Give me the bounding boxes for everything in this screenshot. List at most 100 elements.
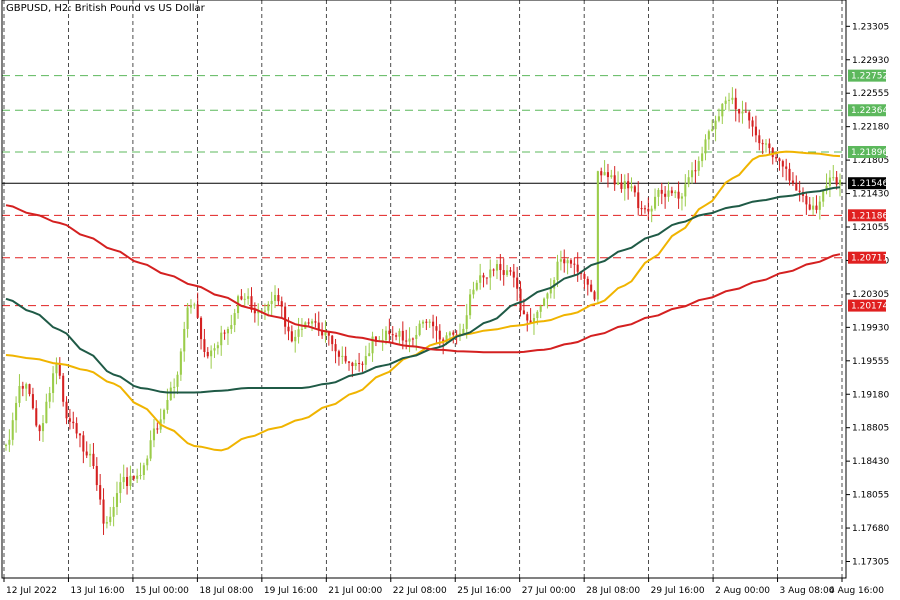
- moving-averages: [5, 150, 841, 452]
- candle-body: [781, 161, 784, 167]
- candle-body: [122, 476, 125, 483]
- candle-body: [381, 339, 384, 341]
- candle-body: [775, 157, 778, 159]
- current-price-label: 1.21546: [851, 179, 888, 189]
- candle-body: [502, 270, 505, 275]
- candle-body: [99, 485, 102, 500]
- candle-body: [421, 321, 425, 324]
- candle-body: [543, 298, 546, 307]
- chart-frame: [1, 0, 847, 579]
- candle-body: [694, 170, 697, 172]
- candle-body: [102, 499, 105, 524]
- candle-body: [247, 296, 250, 299]
- candle-body: [183, 328, 186, 352]
- candle-body: [368, 353, 371, 357]
- candle-body: [284, 306, 287, 327]
- candle-body: [331, 335, 334, 345]
- current-price-tag: [848, 177, 886, 190]
- y-tick-label: 1.18055: [852, 491, 889, 501]
- candle-body: [812, 205, 815, 210]
- candle-body: [559, 259, 562, 262]
- candle-body: [576, 264, 579, 272]
- candle-body: [832, 177, 835, 179]
- candle-body: [146, 458, 149, 466]
- candle-body: [778, 158, 781, 162]
- candle-body: [48, 392, 51, 402]
- candle-body: [633, 186, 636, 193]
- candle-body: [573, 263, 576, 265]
- y-tick-label: 1.20305: [852, 290, 889, 300]
- y-tick-label: 1.23305: [852, 22, 889, 32]
- candle-body: [795, 183, 798, 191]
- candle-body: [109, 516, 112, 523]
- candle-body: [657, 189, 660, 197]
- candle-body: [670, 190, 673, 194]
- level-tag-label: 1.22364: [851, 106, 888, 116]
- candle-body: [226, 329, 229, 334]
- level-tag: [848, 299, 886, 312]
- candle-body: [82, 435, 85, 452]
- candle-body: [586, 278, 589, 285]
- candle-body: [4, 444, 8, 446]
- candle-body: [596, 171, 599, 300]
- candle-body: [152, 428, 156, 441]
- candle-body: [179, 351, 182, 375]
- candle-body: [347, 361, 351, 363]
- candle-body: [808, 204, 811, 210]
- candle-body: [620, 182, 623, 189]
- candle-body: [684, 184, 687, 197]
- candle-body: [435, 326, 438, 331]
- candle-body: [341, 355, 344, 357]
- candle-body: [637, 192, 640, 209]
- candle-body: [428, 321, 431, 323]
- candle-body: [132, 475, 135, 479]
- candle-body: [72, 421, 75, 424]
- candle-body: [92, 453, 95, 467]
- candle-body: [754, 126, 757, 136]
- candle-body: [398, 330, 401, 337]
- candle-body: [738, 109, 741, 114]
- candle-body: [257, 311, 260, 314]
- candle-body: [250, 296, 253, 310]
- candle-body: [411, 338, 414, 340]
- candle-body: [717, 116, 720, 121]
- candle-body: [156, 428, 159, 430]
- candle-body: [418, 323, 421, 335]
- y-tick-label: 1.18805: [852, 424, 889, 434]
- candle-body: [482, 275, 485, 278]
- candle-body: [25, 384, 28, 389]
- candle-body: [526, 314, 529, 321]
- candle-body: [28, 384, 31, 395]
- candle-body: [280, 301, 283, 307]
- candle-body: [253, 309, 256, 314]
- candle-body: [721, 103, 724, 117]
- candle-body: [425, 321, 428, 323]
- candle-body: [664, 193, 667, 197]
- level-tag-label: 1.21896: [851, 148, 888, 158]
- candle-body: [469, 294, 472, 316]
- x-tick-label: 3 Aug 08:00: [780, 586, 835, 596]
- candle-body: [617, 182, 620, 185]
- price-tags: 1.22752 1.22364 1.21896 1.21186 1.20711 1.201…: [848, 69, 888, 312]
- candle-body: [384, 330, 388, 340]
- candle-body: [606, 172, 610, 178]
- candle-body: [593, 291, 596, 300]
- candle-body: [405, 340, 408, 342]
- candle-body: [704, 139, 707, 154]
- y-tick-label: 1.22180: [852, 123, 889, 133]
- level-tag: [848, 209, 886, 222]
- candle-body: [290, 331, 293, 342]
- y-tick-label: 1.22930: [852, 56, 889, 66]
- candle-body: [495, 264, 499, 271]
- level-tag: [848, 251, 886, 264]
- candle-body: [748, 112, 751, 121]
- candle-body: [539, 306, 542, 312]
- candle-body: [277, 295, 280, 302]
- candle-body: [196, 304, 199, 318]
- level-tag: [848, 104, 886, 117]
- plot-frame: [1, 0, 847, 579]
- y-tick-label: 1.19555: [852, 357, 889, 367]
- candle-body: [660, 189, 663, 194]
